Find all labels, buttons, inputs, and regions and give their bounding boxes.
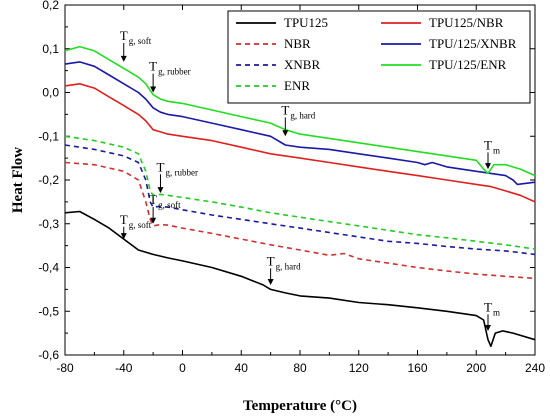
y-tick-label: -0,3 — [38, 217, 59, 231]
series-line-tpu-125-enr — [64, 45, 536, 177]
y-tick-label: 0,2 — [42, 0, 59, 12]
legend-label: TPU125 — [284, 15, 328, 30]
annotation-arrow-head — [485, 163, 491, 170]
legend-label: TPU/125/ENR — [429, 57, 507, 72]
legend-label: ENR — [284, 78, 310, 93]
annotation-symbol: T — [149, 192, 157, 207]
annotation-symbol: T — [484, 299, 492, 314]
series-line-xnbr — [64, 144, 536, 256]
annotation-subscript: g, hard — [276, 261, 301, 271]
annotation-symbol: T — [149, 59, 157, 74]
series-line-tpu-125-xnbr — [64, 61, 536, 186]
y-axis-title: Heat Flow — [10, 147, 26, 213]
x-tick-label: 160 — [407, 361, 427, 375]
legend-label: TPU/125/XNBR — [429, 36, 517, 51]
x-tick-label: 40 — [235, 361, 249, 375]
x-tick-label: -40 — [115, 361, 133, 375]
annotation-symbol: T — [120, 28, 128, 43]
x-tick-label: -80 — [56, 361, 74, 375]
y-tick-label: -0,6 — [38, 348, 59, 362]
annotation-subscript: g, soft — [129, 36, 152, 46]
series-line-tpu125 — [64, 210, 536, 348]
y-tick-label: -0,4 — [38, 261, 59, 275]
annotation-subscript: g, rubber — [165, 167, 198, 177]
annotation-arrow-head — [150, 86, 157, 93]
annotation-subscript: g, soft — [129, 220, 152, 230]
x-tick-label: 240 — [525, 361, 545, 375]
x-tick-label: 120 — [349, 361, 369, 375]
y-tick-label: -0,5 — [38, 304, 59, 318]
annotation-arrow-head — [282, 130, 289, 137]
x-axis: -80 -40 0 40 80 120 160 200 240 — [56, 5, 545, 375]
annotation-symbol: T — [120, 212, 128, 227]
series-line-tpu125-nbr — [64, 83, 536, 203]
legend: TPU125 TPU125/NBR NBR TPU/125/XNBR XNBR TPU/1… — [227, 10, 531, 104]
y-tick-label: 0,0 — [42, 86, 59, 100]
annotation-arrow-head — [120, 233, 127, 240]
annotation-arrow-head — [157, 187, 164, 194]
x-tick-label: 200 — [466, 361, 486, 375]
annotation-subscript: g, rubber — [158, 67, 191, 77]
x-axis-title: Temperature (°C) — [243, 398, 357, 414]
annotation-subscript: g, hard — [290, 110, 315, 120]
legend-label: TPU125/NBR — [429, 15, 504, 30]
series-line-enr — [64, 135, 536, 250]
y-tick-label: -0,2 — [38, 173, 59, 187]
annotation-symbol: T — [267, 253, 275, 268]
y-tick-label: -0,1 — [38, 129, 59, 143]
x-tick-label: 0 — [179, 361, 186, 375]
annotation-arrow-head — [267, 279, 274, 285]
y-tick-label: 0,1 — [42, 42, 59, 56]
annotation-subscript: g, soft — [158, 200, 181, 210]
series-lines — [64, 45, 536, 348]
x-tick-label: 80 — [293, 361, 307, 375]
legend-label: XNBR — [284, 57, 320, 72]
series-line-nbr — [64, 161, 536, 280]
legend-label: NBR — [284, 36, 311, 51]
annotation-subscript: m — [493, 145, 500, 155]
annotation-subscript: m — [493, 307, 500, 317]
annotation-symbol: T — [156, 159, 164, 174]
annotation-arrow-head — [150, 217, 157, 224]
annotation-symbol: T — [484, 137, 492, 152]
annotation-arrow-head — [120, 55, 127, 62]
legend-box — [227, 10, 531, 104]
annotation-symbol: T — [281, 102, 289, 117]
annotation-arrow-head — [485, 324, 491, 331]
